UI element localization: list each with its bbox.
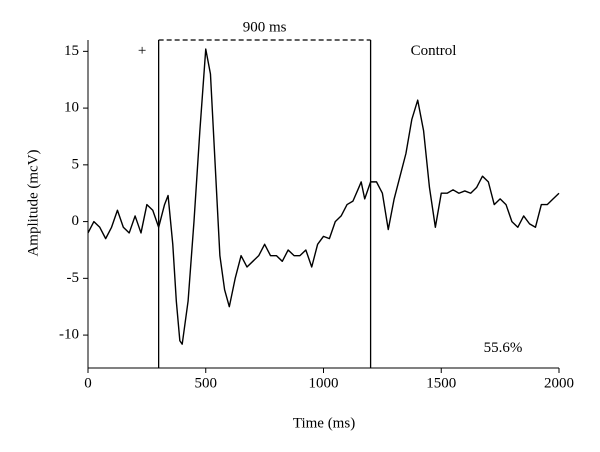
annotation: Control — [411, 43, 457, 59]
signal-line — [87, 48, 560, 345]
y-tick-label: 0 — [72, 213, 80, 229]
annotation: 900 ms — [243, 19, 287, 35]
x-axis-label: Time (ms) — [293, 415, 355, 431]
annotation: + — [138, 43, 146, 59]
x-tick-label: 1500 — [426, 375, 456, 391]
x-tick-label: 1000 — [309, 375, 339, 391]
y-tick-label: -5 — [67, 270, 80, 286]
x-tick-label: 2000 — [544, 375, 574, 391]
y-tick-label: -10 — [59, 327, 79, 343]
annotation: 55.6% — [484, 340, 523, 356]
x-tick-label: 500 — [195, 375, 218, 391]
y-tick-label: 10 — [64, 100, 79, 116]
y-tick-label: 15 — [64, 43, 79, 59]
y-tick-label: 5 — [72, 156, 80, 172]
y-axis-label: Amplitude (mcV) — [25, 149, 41, 256]
x-tick-label: 0 — [84, 375, 92, 391]
